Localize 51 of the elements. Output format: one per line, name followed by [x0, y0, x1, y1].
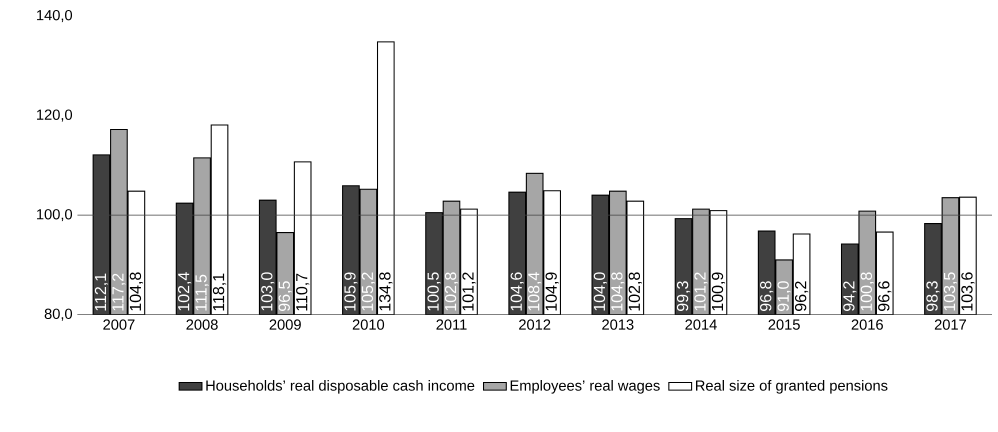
data-label: 104,0 — [594, 272, 607, 311]
data-label: 99,3 — [676, 281, 690, 311]
data-label: 102,4 — [178, 272, 192, 311]
data-label: 96,5 — [278, 281, 292, 311]
data-label: 96,8 — [760, 281, 774, 311]
data-label: 91,0 — [778, 281, 791, 311]
data-label: 96,2 — [794, 281, 808, 311]
data-label: 103,6 — [961, 272, 975, 311]
data-label: 118,1 — [212, 274, 226, 311]
data-label: 111,5 — [196, 274, 209, 311]
x-tick-label: 2015 — [768, 319, 800, 330]
data-label: 110,7 — [296, 274, 310, 311]
x-tick-label: 2011 — [436, 319, 467, 330]
x-tick-label: 2016 — [852, 319, 883, 330]
data-label: 104,8 — [611, 272, 624, 311]
data-label: 101,2 — [462, 272, 476, 311]
x-tick-label: 2008 — [186, 319, 218, 330]
data-label: 101,2 — [694, 272, 708, 311]
data-label: 104,6 — [510, 272, 524, 311]
data-label: 103,5 — [944, 272, 958, 311]
data-label: 112,1 — [94, 274, 108, 311]
y-tick-label: 100,0 — [37, 209, 72, 222]
data-label: 134,8 — [379, 272, 392, 311]
y-tick-label: 140,0 — [37, 10, 72, 22]
x-tick-label: 2014 — [685, 319, 717, 330]
data-label: 104,9 — [546, 272, 559, 311]
data-label: 98,3 — [926, 281, 940, 311]
x-tick-label: 2009 — [270, 319, 301, 330]
data-label: 100,8 — [860, 272, 874, 311]
x-tick-label: 2007 — [103, 319, 134, 330]
data-label: 103,0 — [261, 272, 274, 311]
data-label: 100,5 — [427, 272, 441, 311]
x-tick-label: 2012 — [519, 319, 550, 330]
data-label: 117,2 — [112, 274, 126, 311]
y-tick-label: 80,0 — [44, 308, 72, 321]
data-label: 100,9 — [712, 272, 726, 311]
x-tick-label: 2013 — [602, 319, 634, 330]
data-label: 102,8 — [444, 272, 458, 311]
legend-label: Households’ real disposable cash income — [206, 380, 474, 394]
data-label: 108,4 — [528, 272, 542, 311]
x-tick-label: 2010 — [352, 319, 384, 330]
data-label: 94,2 — [843, 281, 856, 311]
data-label: 105,9 — [344, 272, 358, 311]
legend-label: Employees’ real wages — [510, 380, 660, 394]
data-label: 102,8 — [628, 272, 642, 311]
data-label: 105,2 — [362, 272, 375, 311]
x-tick-label: 2017 — [934, 319, 966, 330]
data-label: 104,8 — [130, 272, 143, 311]
legend-label: Real size of granted pensions — [696, 380, 888, 394]
data-label: 96,6 — [878, 281, 892, 311]
y-tick-label: 120,0 — [37, 110, 72, 122]
